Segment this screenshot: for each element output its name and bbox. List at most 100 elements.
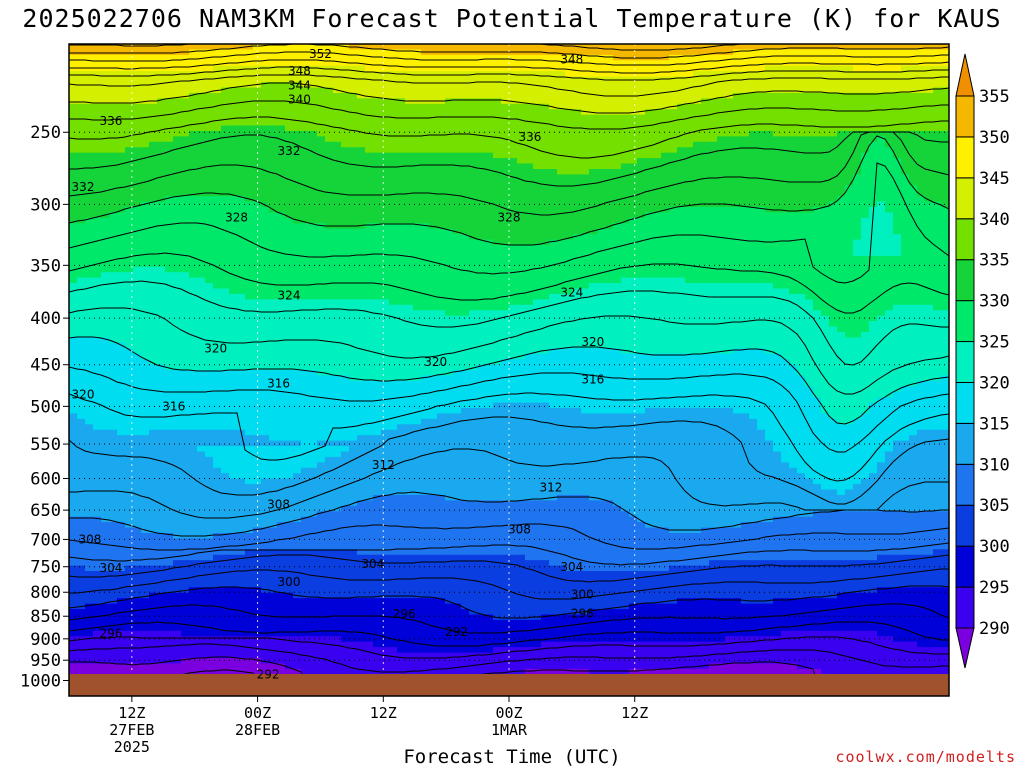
band-cell	[757, 163, 766, 170]
band-cell	[189, 136, 198, 143]
band-cell	[501, 190, 510, 197]
band-cell	[725, 179, 734, 186]
band-cell	[893, 255, 902, 262]
band-cell	[517, 266, 526, 273]
band-cell	[461, 196, 470, 203]
band-cell	[701, 250, 710, 257]
band-cell	[469, 65, 478, 72]
band-cell	[261, 196, 270, 203]
band-cell	[197, 255, 206, 262]
band-cell	[485, 54, 494, 61]
band-cell	[829, 212, 838, 219]
band-cell	[117, 223, 126, 230]
band-cell	[221, 152, 230, 159]
band-cell	[637, 207, 646, 214]
band-cell	[517, 261, 526, 268]
band-cell	[325, 185, 334, 192]
band-cell	[189, 277, 198, 284]
band-cell	[133, 245, 142, 252]
band-cell	[277, 130, 286, 137]
band-cell	[797, 217, 806, 224]
band-cell	[829, 207, 838, 214]
band-cell	[933, 98, 942, 105]
band-cell	[925, 82, 934, 89]
band-cell	[533, 120, 542, 127]
band-cell	[93, 277, 102, 284]
band-cell	[885, 158, 894, 165]
band-cell	[525, 283, 534, 290]
band-cell	[725, 283, 734, 290]
band-cell	[837, 130, 846, 137]
band-cell	[93, 185, 102, 192]
band-cell	[133, 185, 142, 192]
band-cell	[341, 82, 350, 89]
band-cell	[437, 234, 446, 241]
band-cell	[829, 245, 838, 252]
band-cell	[149, 114, 158, 121]
band-cell	[133, 71, 142, 78]
band-cell	[597, 49, 606, 56]
band-cell	[901, 239, 910, 246]
band-cell	[901, 103, 910, 110]
band-cell	[333, 288, 342, 295]
band-cell	[325, 250, 334, 257]
band-cell	[109, 168, 118, 175]
band-cell	[101, 272, 110, 279]
band-cell	[917, 239, 926, 246]
band-cell	[549, 228, 558, 235]
band-cell	[453, 76, 462, 83]
band-cell	[613, 60, 622, 67]
band-cell	[917, 207, 926, 214]
band-cell	[573, 130, 582, 137]
band-cell	[157, 114, 166, 121]
band-cell	[437, 163, 446, 170]
band-cell	[629, 228, 638, 235]
band-cell	[613, 272, 622, 279]
band-cell	[397, 288, 406, 295]
band-cell	[101, 76, 110, 83]
band-cell	[909, 152, 918, 159]
band-cell	[325, 147, 334, 154]
band-cell	[405, 217, 414, 224]
band-cell	[293, 185, 302, 192]
band-cell	[493, 234, 502, 241]
band-cell	[645, 266, 654, 273]
band-cell	[381, 212, 390, 219]
band-cell	[181, 76, 190, 83]
band-cell	[925, 103, 934, 110]
band-cell	[125, 158, 134, 165]
band-cell	[589, 217, 598, 224]
band-cell	[565, 272, 574, 279]
band-cell	[109, 277, 118, 284]
band-cell	[565, 130, 574, 137]
band-cell	[197, 60, 206, 67]
band-cell	[253, 147, 262, 154]
band-cell	[253, 272, 262, 279]
band-cell	[717, 261, 726, 268]
band-cell	[493, 223, 502, 230]
band-cell	[941, 190, 949, 197]
band-cell	[317, 288, 326, 295]
band-cell	[781, 136, 790, 143]
band-cell	[589, 174, 598, 181]
band-cell	[509, 54, 518, 61]
band-cell	[813, 234, 822, 241]
band-cell	[565, 234, 574, 241]
band-cell	[853, 266, 862, 273]
band-cell	[173, 109, 182, 116]
band-cell	[941, 130, 949, 137]
band-cell	[933, 196, 942, 203]
band-cell	[245, 207, 254, 214]
band-cell	[765, 76, 774, 83]
band-cell	[733, 234, 742, 241]
band-cell	[797, 201, 806, 208]
band-cell	[477, 255, 486, 262]
band-cell	[365, 158, 374, 165]
band-cell	[133, 266, 142, 273]
band-cell	[885, 147, 894, 154]
band-cell	[509, 82, 518, 89]
band-cell	[181, 234, 190, 241]
band-cell	[917, 44, 926, 51]
band-cell	[533, 223, 542, 230]
band-cell	[453, 136, 462, 143]
